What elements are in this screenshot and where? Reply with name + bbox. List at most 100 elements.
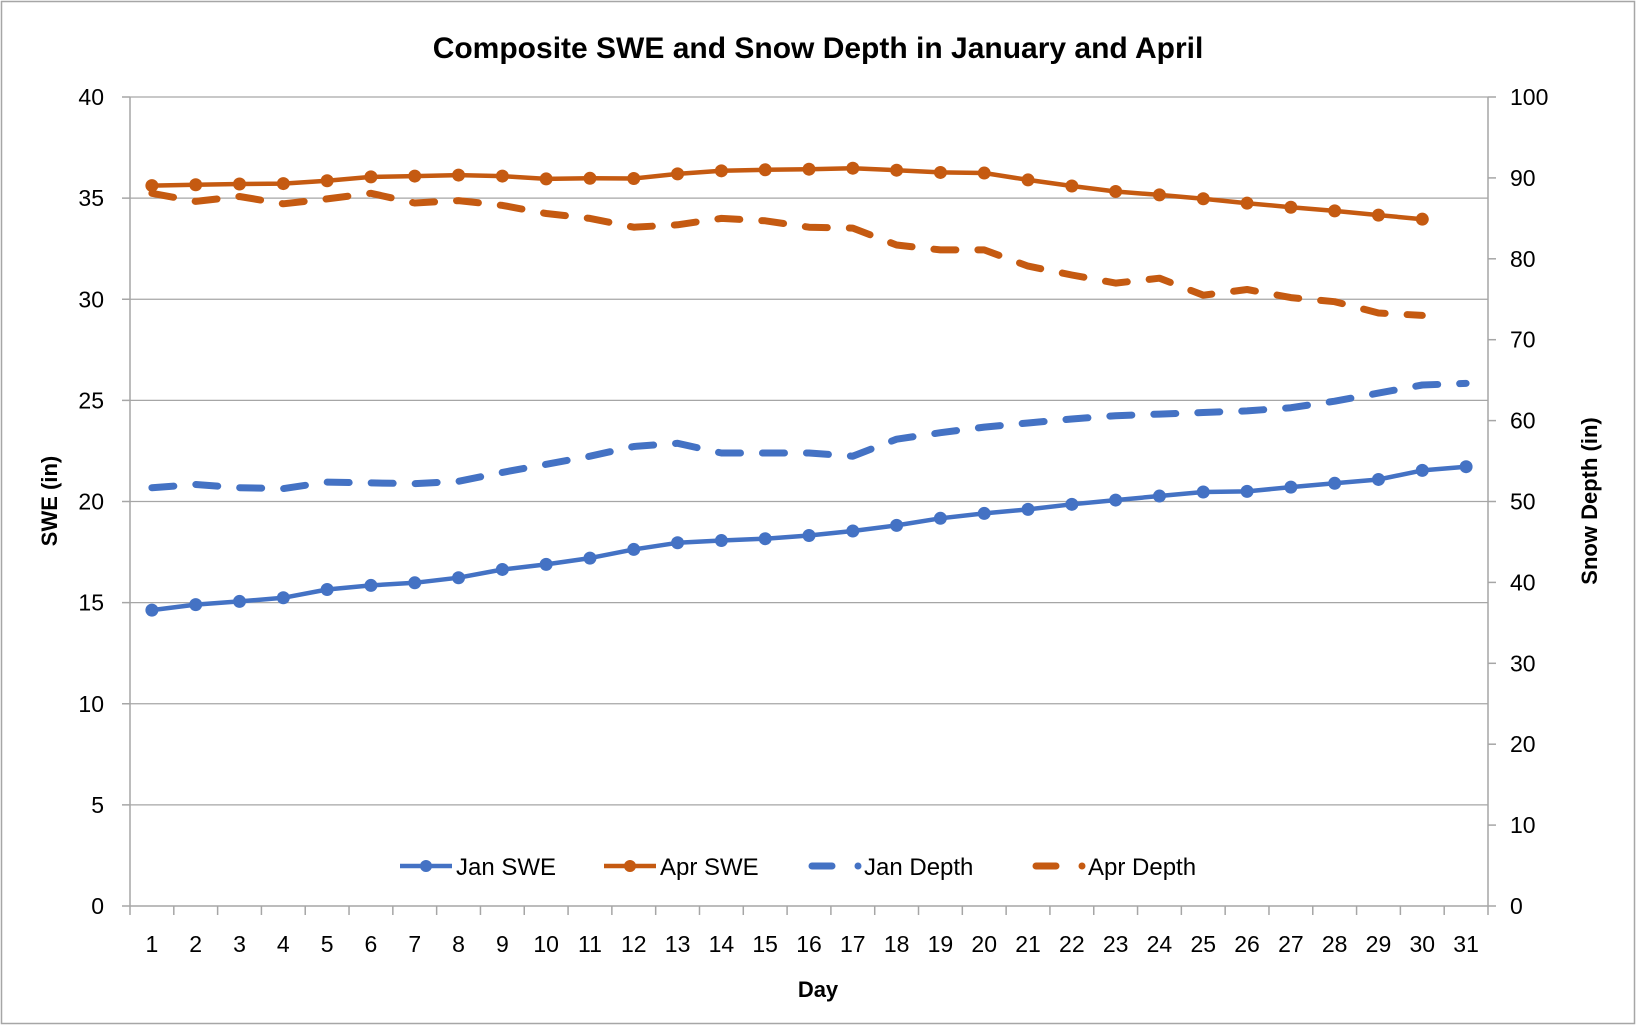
y2-axis-title: Snow Depth (in) <box>1577 417 1602 584</box>
data-point <box>1109 493 1123 507</box>
x-tick-label: 5 <box>321 931 334 957</box>
data-point <box>1109 184 1123 198</box>
data-point <box>1021 173 1035 187</box>
data-point <box>890 518 904 532</box>
data-point <box>1415 212 1429 226</box>
series-apr-swe <box>145 161 1429 226</box>
y2-tick-label: 60 <box>1510 408 1536 434</box>
y2-tick-label: 0 <box>1510 893 1523 919</box>
series-lines <box>145 161 1473 617</box>
x-axis-title: Day <box>798 977 839 1002</box>
x-tick-label: 9 <box>496 931 509 957</box>
x-tick-label: 20 <box>971 931 997 957</box>
y2-tick-label: 80 <box>1510 246 1536 272</box>
x-tick-label: 24 <box>1147 931 1173 957</box>
data-point <box>189 178 203 192</box>
x-tick-label: 16 <box>796 931 822 957</box>
x-tick-label: 8 <box>452 931 465 957</box>
legend-marker <box>1078 862 1086 870</box>
data-point <box>1328 476 1342 490</box>
x-tick-label: 4 <box>277 931 290 957</box>
x-axis-ticks: 1 2 3 4 5 6 7 8 9 10 11 12 13 14 15 16 17 18 19 20 21 22 23 24 2… <box>129 906 1489 957</box>
data-point <box>714 534 728 548</box>
legend-marker <box>854 862 862 870</box>
data-point <box>627 542 641 556</box>
data-point <box>1371 208 1385 222</box>
data-point <box>452 571 466 585</box>
legend-label: Apr SWE <box>660 854 759 881</box>
x-tick-label: 21 <box>1015 931 1041 957</box>
data-point <box>1021 502 1035 516</box>
data-point <box>627 172 641 186</box>
data-point <box>145 179 159 193</box>
data-point <box>846 524 860 538</box>
data-point <box>1196 485 1210 499</box>
data-point <box>933 511 947 525</box>
y-tick-label: 20 <box>78 489 104 515</box>
y2-tick-label: 90 <box>1510 165 1536 191</box>
data-point <box>1152 188 1166 202</box>
data-point <box>233 177 247 191</box>
data-point <box>758 532 772 546</box>
y-tick-label: 30 <box>78 286 104 312</box>
data-point <box>276 591 290 605</box>
x-tick-label: 28 <box>1322 931 1348 957</box>
y2-tick-label: 10 <box>1510 812 1536 838</box>
x-tick-label: 14 <box>709 931 735 957</box>
y2-tick-label: 40 <box>1510 569 1536 595</box>
x-tick-label: 30 <box>1409 931 1435 957</box>
y2-tick-label: 30 <box>1510 650 1536 676</box>
data-point <box>364 578 378 592</box>
x-tick-label: 1 <box>146 931 159 957</box>
y-tick-label: 10 <box>78 691 104 717</box>
gridlines <box>130 96 1488 806</box>
x-tick-label: 15 <box>752 931 778 957</box>
series-jan-swe <box>145 460 1473 617</box>
data-point <box>671 536 685 550</box>
x-tick-label: 25 <box>1190 931 1216 957</box>
data-point <box>145 603 159 617</box>
y-tick-label: 35 <box>78 185 104 211</box>
data-point <box>758 163 772 177</box>
x-tick-label: 31 <box>1453 931 1479 957</box>
data-point <box>977 506 991 520</box>
y-axis-title: SWE (in) <box>37 456 62 546</box>
data-point <box>320 174 334 188</box>
y-tick-label: 15 <box>78 590 104 616</box>
x-tick-label: 10 <box>533 931 559 957</box>
data-point <box>583 551 597 565</box>
data-point <box>408 576 422 590</box>
y2-tick-label: 70 <box>1510 327 1536 353</box>
series-line-apr-swe <box>151 165 1423 222</box>
data-point <box>802 528 816 542</box>
data-point <box>1065 179 1079 193</box>
x-tick-label: 7 <box>408 931 421 957</box>
right-axis-ticks: 0 10 20 30 40 50 60 70 80 90 100 <box>1488 84 1548 919</box>
data-point <box>1459 460 1473 474</box>
y2-tick-label: 50 <box>1510 489 1536 515</box>
x-tick-label: 13 <box>665 931 691 957</box>
series-apr-depth <box>148 189 1426 319</box>
data-point <box>583 171 597 185</box>
x-tick-label: 27 <box>1278 931 1304 957</box>
x-tick-label: 6 <box>365 931 378 957</box>
left-axis-ticks: 0 5 10 15 20 25 30 35 40 <box>78 84 130 919</box>
data-point <box>233 594 247 608</box>
data-point <box>977 166 991 180</box>
legend-label: Apr Depth <box>1088 854 1196 881</box>
x-tick-label: 17 <box>840 931 866 957</box>
data-point <box>408 169 422 183</box>
x-tick-label: 23 <box>1103 931 1129 957</box>
series-jan-depth <box>148 379 1470 493</box>
data-point <box>1328 204 1342 218</box>
data-point <box>890 163 904 177</box>
data-point <box>495 169 509 183</box>
x-tick-label: 12 <box>621 931 647 957</box>
data-point <box>1196 192 1210 206</box>
legend-marker <box>624 860 636 872</box>
series-line-jan-depth <box>148 379 1470 493</box>
data-point <box>495 562 509 576</box>
